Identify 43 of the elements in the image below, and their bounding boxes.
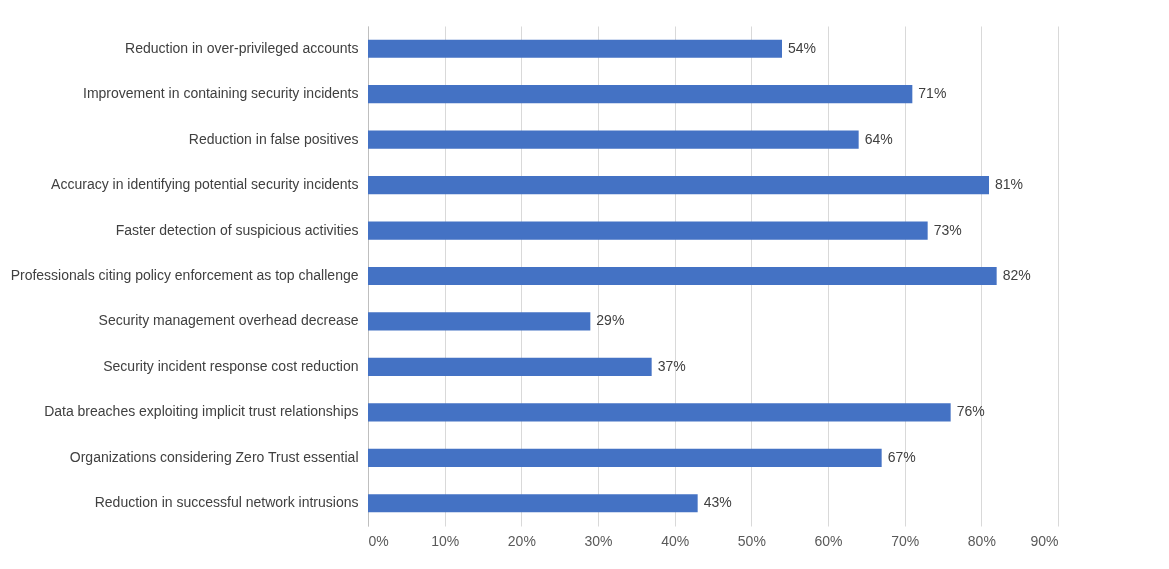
x-tick-label: 80%	[967, 532, 996, 549]
x-tick-label: 90%	[1030, 532, 1059, 549]
data-label: 54%	[788, 39, 817, 56]
x-tick-label: 70%	[891, 532, 920, 549]
x-tick-label: 60%	[814, 532, 843, 549]
x-tick-label: 30%	[584, 532, 613, 549]
x-tick-label: 10%	[431, 532, 460, 549]
data-label: 71%	[918, 85, 947, 102]
y-tick-label: Organizations considering Zero Trust essential	[69, 448, 359, 465]
data-label: 82%	[1002, 267, 1031, 283]
bar	[368, 221, 928, 240]
bar	[368, 448, 882, 467]
bar	[368, 266, 997, 286]
y-tick-label: Faster detection of suspicious activities	[115, 221, 359, 238]
data-label: 29%	[596, 312, 625, 329]
bar	[368, 403, 951, 422]
data-label: 73%	[933, 221, 962, 238]
x-tick-label: 20%	[507, 532, 536, 549]
data-label: 81%	[995, 176, 1024, 193]
y-tick-label: Improvement in containing security incidents	[83, 85, 359, 102]
bar	[368, 130, 859, 149]
x-tick-label: 0%	[368, 532, 389, 549]
data-label: 76%	[956, 403, 985, 420]
data-label: 37%	[657, 357, 686, 374]
y-tick-label: Security management overhead decrease	[98, 312, 359, 329]
y-tick-label: Reduction in over-privileged accounts	[125, 39, 359, 56]
bar	[368, 357, 652, 376]
data-label: 64%	[864, 130, 893, 147]
y-tick-label: Reduction in false positives	[188, 130, 359, 147]
data-label: 67%	[887, 448, 916, 465]
y-tick-label: Professionals citing policy enforcement as top challenge	[10, 267, 359, 283]
x-tick-label: 50%	[737, 532, 766, 549]
y-tick-label: Reduction in successful network intrusions	[94, 494, 359, 511]
bar	[368, 312, 591, 331]
y-tick-label: Accuracy in identifying potential security incidents	[51, 176, 359, 193]
bar	[368, 85, 913, 104]
y-tick-label: Security incident response cost reduction	[103, 357, 359, 374]
bar	[368, 494, 698, 513]
data-label: 43%	[703, 494, 732, 511]
y-tick-label: Data breaches exploiting implicit trust relationships	[44, 403, 359, 420]
bar	[368, 176, 989, 195]
bar	[368, 39, 782, 58]
x-tick-label: 40%	[661, 532, 690, 549]
